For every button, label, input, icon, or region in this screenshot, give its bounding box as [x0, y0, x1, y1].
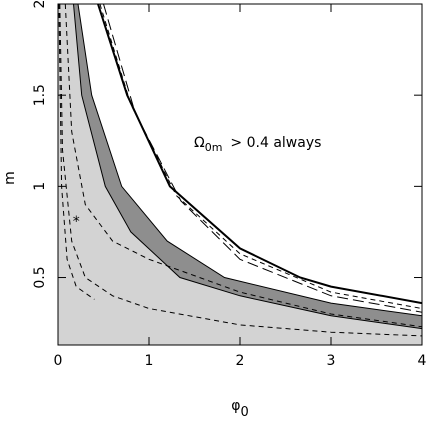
x-tick-label: 2 — [236, 353, 245, 369]
contour-line — [64, 4, 422, 328]
x-tick-label: 3 — [327, 353, 336, 369]
contour-line — [59, 4, 422, 337]
x-axis-label: φ0 — [231, 398, 249, 420]
x-tick-label: 1 — [145, 353, 154, 369]
contour-line — [58, 4, 95, 300]
y-axis-label: m — [2, 171, 18, 185]
contour-line — [97, 4, 422, 305]
x-label-symbol: φ — [231, 398, 240, 414]
x-tick-label: 4 — [418, 353, 427, 369]
x-tick-label: 0 — [54, 353, 63, 369]
y-tick-label: 2 — [32, 0, 48, 8]
plot-area: * — [58, 4, 422, 345]
contour-line — [99, 4, 422, 309]
y-tick-label: 1 — [32, 182, 48, 191]
contour-line — [103, 4, 422, 313]
annotation: Ω0m > 0.4 always — [194, 135, 321, 154]
y-tick-label: 1.5 — [32, 84, 48, 106]
marker: * — [73, 214, 80, 230]
annotation-rest: > 0.4 always — [230, 135, 321, 151]
contour-line — [77, 4, 422, 317]
annotation-sub: 0m — [205, 141, 223, 154]
y-tick-label: 0.5 — [32, 266, 48, 288]
annotation-symbol: Ω — [194, 135, 205, 151]
contour-line — [73, 4, 422, 330]
x-label-sub: 0 — [240, 405, 248, 420]
